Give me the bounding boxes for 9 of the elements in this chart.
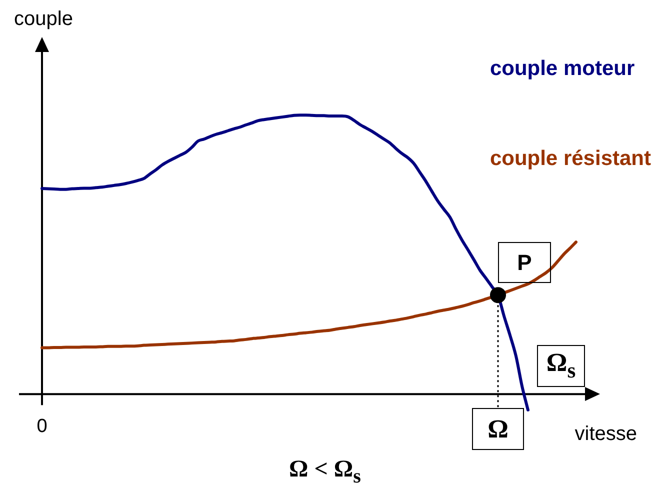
annotation: Ω$_{s}$ — [546, 348, 576, 382]
text: couple moteur — [490, 57, 636, 80]
x-axis-title: vitesse — [574, 423, 637, 446]
text: couple résistant — [490, 147, 651, 170]
text: Ω < Ω$_{s}$ — [289, 456, 361, 488]
x-tick-label: 0 — [36, 416, 48, 438]
x-tick-label: Ω — [488, 414, 508, 444]
y-axis-title: couple — [14, 8, 73, 30]
annotation: P — [517, 250, 532, 275]
